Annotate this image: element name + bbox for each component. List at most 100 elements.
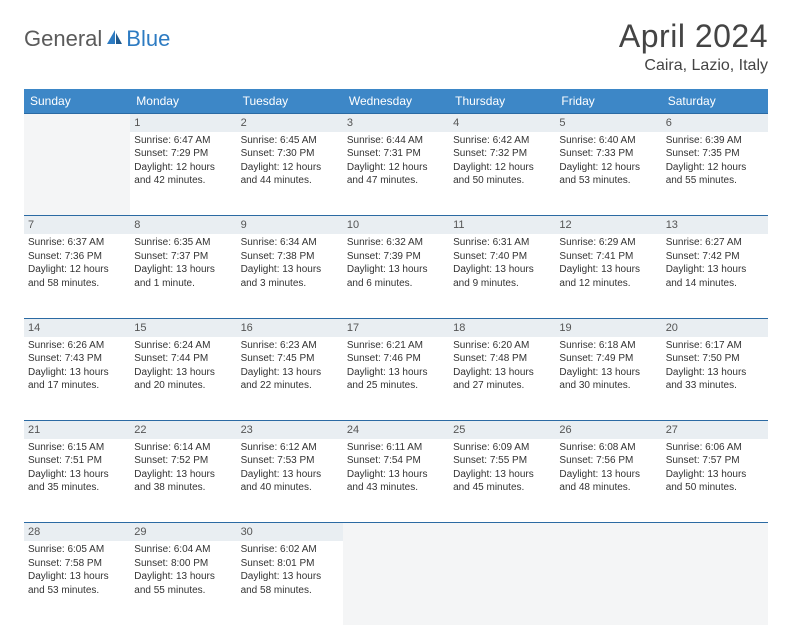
daylight-text: and 42 minutes. bbox=[134, 174, 232, 188]
sunrise-text: Sunrise: 6:12 AM bbox=[241, 441, 339, 455]
sunset-text: Sunset: 7:30 PM bbox=[241, 147, 339, 161]
day-number: 25 bbox=[453, 424, 465, 436]
daylight-text: Daylight: 13 hours bbox=[453, 366, 551, 380]
sunset-text: Sunset: 7:55 PM bbox=[453, 454, 551, 468]
daylight-text: and 25 minutes. bbox=[347, 379, 445, 393]
day-number-row: 78910111213 bbox=[24, 216, 768, 234]
day-data-cell: Sunrise: 6:26 AMSunset: 7:43 PMDaylight:… bbox=[24, 337, 130, 421]
logo-text-general: General bbox=[24, 26, 102, 52]
day-number: 12 bbox=[559, 219, 571, 231]
daylight-text: and 38 minutes. bbox=[134, 481, 232, 495]
sunrise-text: Sunrise: 6:02 AM bbox=[241, 543, 339, 557]
sunrise-text: Sunrise: 6:20 AM bbox=[453, 339, 551, 353]
sunrise-text: Sunrise: 6:04 AM bbox=[134, 543, 232, 557]
sunset-text: Sunset: 7:52 PM bbox=[134, 454, 232, 468]
daylight-text: and 33 minutes. bbox=[666, 379, 764, 393]
daylight-text: and 9 minutes. bbox=[453, 277, 551, 291]
sunset-text: Sunset: 7:53 PM bbox=[241, 454, 339, 468]
daylight-text: and 58 minutes. bbox=[241, 584, 339, 598]
day-number-cell: 21 bbox=[24, 421, 130, 439]
day-data-cell: Sunrise: 6:12 AMSunset: 7:53 PMDaylight:… bbox=[237, 439, 343, 523]
day-number: 7 bbox=[28, 219, 34, 231]
daylight-text: and 12 minutes. bbox=[559, 277, 657, 291]
day-data-cell: Sunrise: 6:29 AMSunset: 7:41 PMDaylight:… bbox=[555, 234, 661, 318]
daylight-text: Daylight: 13 hours bbox=[559, 263, 657, 277]
sunrise-text: Sunrise: 6:18 AM bbox=[559, 339, 657, 353]
sunset-text: Sunset: 7:29 PM bbox=[134, 147, 232, 161]
daylight-text: and 3 minutes. bbox=[241, 277, 339, 291]
day-number: 9 bbox=[241, 219, 247, 231]
daylight-text: and 53 minutes. bbox=[28, 584, 126, 598]
daylight-text: Daylight: 13 hours bbox=[347, 263, 445, 277]
day-number: 15 bbox=[134, 322, 146, 334]
day-number-cell: 3 bbox=[343, 114, 449, 132]
daylight-text: Daylight: 12 hours bbox=[241, 161, 339, 175]
daylight-text: and 53 minutes. bbox=[559, 174, 657, 188]
day-data-cell: Sunrise: 6:14 AMSunset: 7:52 PMDaylight:… bbox=[130, 439, 236, 523]
day-number-cell: 25 bbox=[449, 421, 555, 439]
daylight-text: Daylight: 13 hours bbox=[28, 570, 126, 584]
day-data-cell: Sunrise: 6:27 AMSunset: 7:42 PMDaylight:… bbox=[662, 234, 768, 318]
day-data-row: Sunrise: 6:47 AMSunset: 7:29 PMDaylight:… bbox=[24, 132, 768, 216]
day-number-cell: 13 bbox=[662, 216, 768, 234]
day-data-cell: Sunrise: 6:15 AMSunset: 7:51 PMDaylight:… bbox=[24, 439, 130, 523]
day-number: 22 bbox=[134, 424, 146, 436]
day-number: 23 bbox=[241, 424, 253, 436]
day-number-cell bbox=[343, 523, 449, 541]
sunrise-text: Sunrise: 6:23 AM bbox=[241, 339, 339, 353]
weekday-header: Wednesday bbox=[343, 89, 449, 114]
day-number: 17 bbox=[347, 322, 359, 334]
day-number-cell: 5 bbox=[555, 114, 661, 132]
daylight-text: and 30 minutes. bbox=[559, 379, 657, 393]
day-number: 13 bbox=[666, 219, 678, 231]
day-data-cell: Sunrise: 6:04 AMSunset: 8:00 PMDaylight:… bbox=[130, 541, 236, 625]
daylight-text: and 47 minutes. bbox=[347, 174, 445, 188]
logo-text-blue: Blue bbox=[126, 26, 170, 52]
day-number-cell: 14 bbox=[24, 318, 130, 336]
day-data-cell: Sunrise: 6:18 AMSunset: 7:49 PMDaylight:… bbox=[555, 337, 661, 421]
sunrise-text: Sunrise: 6:15 AM bbox=[28, 441, 126, 455]
title-block: April 2024 Caira, Lazio, Italy bbox=[619, 18, 768, 75]
daylight-text: and 22 minutes. bbox=[241, 379, 339, 393]
daylight-text: and 48 minutes. bbox=[559, 481, 657, 495]
sunset-text: Sunset: 7:39 PM bbox=[347, 250, 445, 264]
daylight-text: and 6 minutes. bbox=[347, 277, 445, 291]
daylight-text: and 14 minutes. bbox=[666, 277, 764, 291]
day-number-cell: 19 bbox=[555, 318, 661, 336]
day-data-cell: Sunrise: 6:44 AMSunset: 7:31 PMDaylight:… bbox=[343, 132, 449, 216]
day-data-row: Sunrise: 6:15 AMSunset: 7:51 PMDaylight:… bbox=[24, 439, 768, 523]
sunset-text: Sunset: 7:43 PM bbox=[28, 352, 126, 366]
day-number: 10 bbox=[347, 219, 359, 231]
daylight-text: Daylight: 12 hours bbox=[666, 161, 764, 175]
sunset-text: Sunset: 7:50 PM bbox=[666, 352, 764, 366]
daylight-text: and 35 minutes. bbox=[28, 481, 126, 495]
day-data-cell bbox=[555, 541, 661, 625]
sunrise-text: Sunrise: 6:32 AM bbox=[347, 236, 445, 250]
daylight-text: and 50 minutes. bbox=[453, 174, 551, 188]
daylight-text: Daylight: 12 hours bbox=[134, 161, 232, 175]
page-title: April 2024 bbox=[619, 18, 768, 55]
sunset-text: Sunset: 7:31 PM bbox=[347, 147, 445, 161]
day-data-cell: Sunrise: 6:11 AMSunset: 7:54 PMDaylight:… bbox=[343, 439, 449, 523]
daylight-text: and 58 minutes. bbox=[28, 277, 126, 291]
sunset-text: Sunset: 7:56 PM bbox=[559, 454, 657, 468]
day-number: 14 bbox=[28, 322, 40, 334]
day-number-cell: 22 bbox=[130, 421, 236, 439]
sunrise-text: Sunrise: 6:35 AM bbox=[134, 236, 232, 250]
daylight-text: Daylight: 13 hours bbox=[241, 366, 339, 380]
day-data-cell bbox=[24, 132, 130, 216]
sunrise-text: Sunrise: 6:27 AM bbox=[666, 236, 764, 250]
daylight-text: Daylight: 13 hours bbox=[666, 366, 764, 380]
sunset-text: Sunset: 7:38 PM bbox=[241, 250, 339, 264]
day-number-cell bbox=[24, 114, 130, 132]
sunset-text: Sunset: 7:36 PM bbox=[28, 250, 126, 264]
sunrise-text: Sunrise: 6:39 AM bbox=[666, 134, 764, 148]
day-data-cell: Sunrise: 6:05 AMSunset: 7:58 PMDaylight:… bbox=[24, 541, 130, 625]
day-data-cell: Sunrise: 6:17 AMSunset: 7:50 PMDaylight:… bbox=[662, 337, 768, 421]
daylight-text: Daylight: 13 hours bbox=[134, 366, 232, 380]
day-number-cell: 26 bbox=[555, 421, 661, 439]
day-number-row: 21222324252627 bbox=[24, 421, 768, 439]
sunrise-text: Sunrise: 6:26 AM bbox=[28, 339, 126, 353]
day-number-cell: 28 bbox=[24, 523, 130, 541]
day-data-cell bbox=[343, 541, 449, 625]
